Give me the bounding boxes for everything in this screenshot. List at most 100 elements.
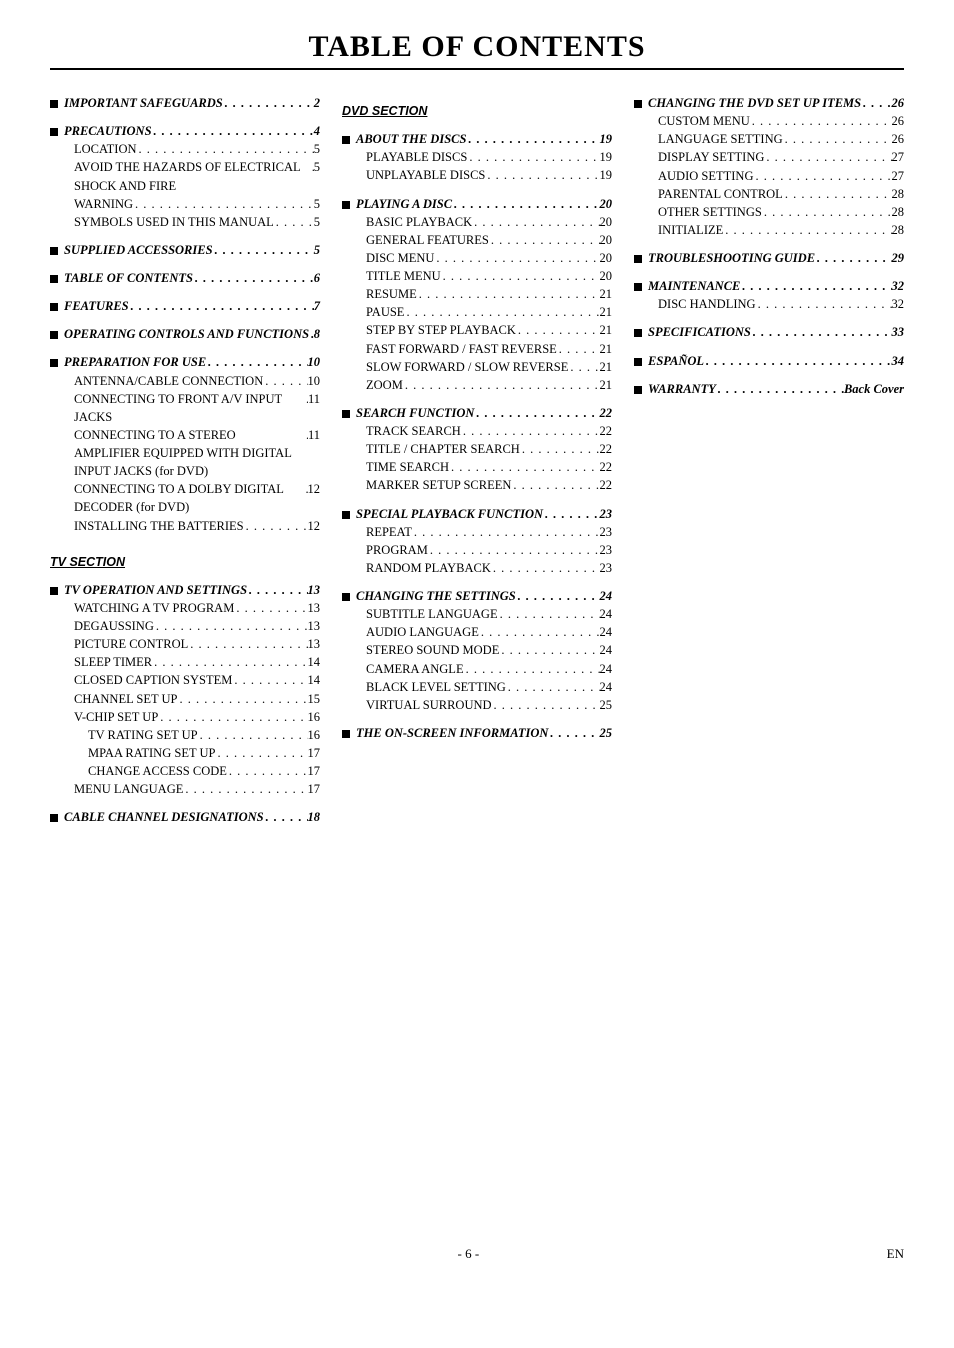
leader-dots <box>403 376 600 394</box>
toc-entry: TITLE / CHAPTER SEARCH22 <box>342 440 612 458</box>
toc-label: ANTENNA/CABLE CONNECTION <box>74 372 263 390</box>
leader-dots <box>441 267 600 285</box>
bullet-icon <box>342 201 350 209</box>
leader-dots <box>434 249 599 267</box>
toc-label: SYMBOLS USED IN THIS MANUAL <box>74 213 274 231</box>
toc-entry: MENU LANGUAGE17 <box>50 780 320 798</box>
leader-dots <box>723 221 891 239</box>
bullet-icon <box>50 303 58 311</box>
toc-page: 21 <box>600 340 613 358</box>
toc-page: 8 <box>314 325 320 343</box>
toc-entry: DISC HANDLING 32 <box>634 295 904 313</box>
toc-entry: DISC MENU20 <box>342 249 612 267</box>
toc-page: 24 <box>600 660 613 678</box>
leader-dots <box>466 130 599 148</box>
toc-page: 20 <box>600 195 613 213</box>
toc-page: 25 <box>600 724 613 742</box>
leader-dots <box>467 148 599 166</box>
toc-page: 26 <box>892 130 905 148</box>
toc-page: 27 <box>892 148 905 166</box>
toc-label: OPERATING CONTROLS AND FUNCTIONS <box>64 325 309 343</box>
toc-label: SUBTITLE LANGUAGE <box>366 605 498 623</box>
toc-label: ABOUT THE DISCS <box>356 130 466 148</box>
toc-entry: OTHER SETTINGS28 <box>634 203 904 221</box>
leader-dots <box>764 148 891 166</box>
toc-page: 13 <box>308 617 321 635</box>
page-footer: - 6 - EN <box>50 1246 904 1262</box>
toc-label: CONNECTING TO A DOLBY DIGITAL DECODER (f… <box>74 480 304 516</box>
toc-page: 14 <box>308 653 321 671</box>
toc-page: 26 <box>892 94 905 112</box>
toc-entry: CONNECTING TO FRONT A/V INPUT JACKS11 <box>50 390 320 426</box>
toc-page: 32 <box>892 295 905 313</box>
column-3: CHANGING THE DVD SET UP ITEMS26CUSTOM ME… <box>634 84 904 826</box>
toc-label: SEARCH FUNCTION <box>356 404 474 422</box>
toc-page: 5 <box>314 140 320 158</box>
toc-entry: ANTENNA/CABLE CONNECTION10 <box>50 372 320 390</box>
toc-page: 24 <box>600 641 613 659</box>
leader-dots <box>247 581 307 599</box>
toc-page: 24 <box>600 587 613 605</box>
toc-entry: TIME SEARCH22 <box>342 458 612 476</box>
leader-dots <box>479 623 600 641</box>
toc-entry: DISPLAY SETTING27 <box>634 148 904 166</box>
toc-page: 17 <box>308 762 321 780</box>
toc-label: WARRANTY <box>648 380 716 398</box>
toc-label: INSTALLING THE BATTERIES <box>74 517 244 535</box>
toc-entry: RESUME21 <box>342 285 612 303</box>
toc-page: 21 <box>600 303 613 321</box>
toc-heading: ESPAÑOL 34 <box>634 352 904 370</box>
leader-dots <box>452 195 599 213</box>
footer-lang: EN <box>887 1246 904 1262</box>
toc-page: 23 <box>600 523 613 541</box>
toc-page: 28 <box>892 203 905 221</box>
leader-dots <box>404 303 599 321</box>
toc-heading: TABLE OF CONTENTS6 <box>50 269 320 287</box>
toc-page: 11 <box>308 390 320 408</box>
toc-page: 5 <box>314 241 320 259</box>
leader-dots <box>506 678 600 696</box>
bullet-icon <box>50 275 58 283</box>
toc-page: 23 <box>600 505 613 523</box>
toc-heading: THE ON-SCREEN INFORMATION25 <box>342 724 612 742</box>
toc-label: SLOW FORWARD / SLOW REVERSE <box>366 358 568 376</box>
toc-heading: WARRANTYBack Cover <box>634 380 904 398</box>
toc-entry: ZOOM21 <box>342 376 612 394</box>
toc-label: CAMERA ANGLE <box>366 660 464 678</box>
toc-entry: INITIALIZE28 <box>634 221 904 239</box>
leader-dots <box>152 653 307 671</box>
toc-page: 34 <box>892 352 905 370</box>
leader-dots <box>520 440 600 458</box>
leader-dots <box>188 635 307 653</box>
toc-page: 18 <box>308 808 321 826</box>
toc-heading: OPERATING CONTROLS AND FUNCTIONS 8 <box>50 325 320 343</box>
toc-label: ESPAÑOL <box>648 352 704 370</box>
toc-entry: CONNECTING TO A STEREO AMPLIFIER EQUIPPE… <box>50 426 320 480</box>
toc-entry: PARENTAL CONTROL28 <box>634 185 904 203</box>
toc-label: IMPORTANT SAFEGUARDS <box>64 94 223 112</box>
toc-label: FAST FORWARD / FAST REVERSE <box>366 340 557 358</box>
bullet-icon <box>634 283 642 291</box>
footer-page: - 6 - <box>457 1246 479 1261</box>
toc-heading: FEATURES7 <box>50 297 320 315</box>
toc-entry: CHANNEL SET UP15 <box>50 690 320 708</box>
toc-entry: PROGRAM23 <box>342 541 612 559</box>
leader-dots <box>227 762 308 780</box>
toc-entry: V-CHIP SET UP16 <box>50 708 320 726</box>
leader-dots <box>472 213 599 231</box>
bullet-icon <box>634 386 642 394</box>
toc-label: LOCATION <box>74 140 137 158</box>
leader-dots <box>783 130 892 148</box>
toc-entry: DEGAUSSING13 <box>50 617 320 635</box>
leader-dots <box>704 352 891 370</box>
toc-label: DISC HANDLING <box>658 295 756 313</box>
toc-page: 16 <box>308 708 321 726</box>
toc-label: TABLE OF CONTENTS <box>64 269 193 287</box>
toc-page: 21 <box>600 285 613 303</box>
toc-page: 2 <box>314 94 320 112</box>
toc-entry: SYMBOLS USED IN THIS MANUAL5 <box>50 213 320 231</box>
toc-entry: REPEAT23 <box>342 523 612 541</box>
toc-label: CHANGE ACCESS CODE <box>88 762 227 780</box>
toc-label: PROGRAM <box>366 541 428 559</box>
toc-label: ZOOM <box>366 376 403 394</box>
